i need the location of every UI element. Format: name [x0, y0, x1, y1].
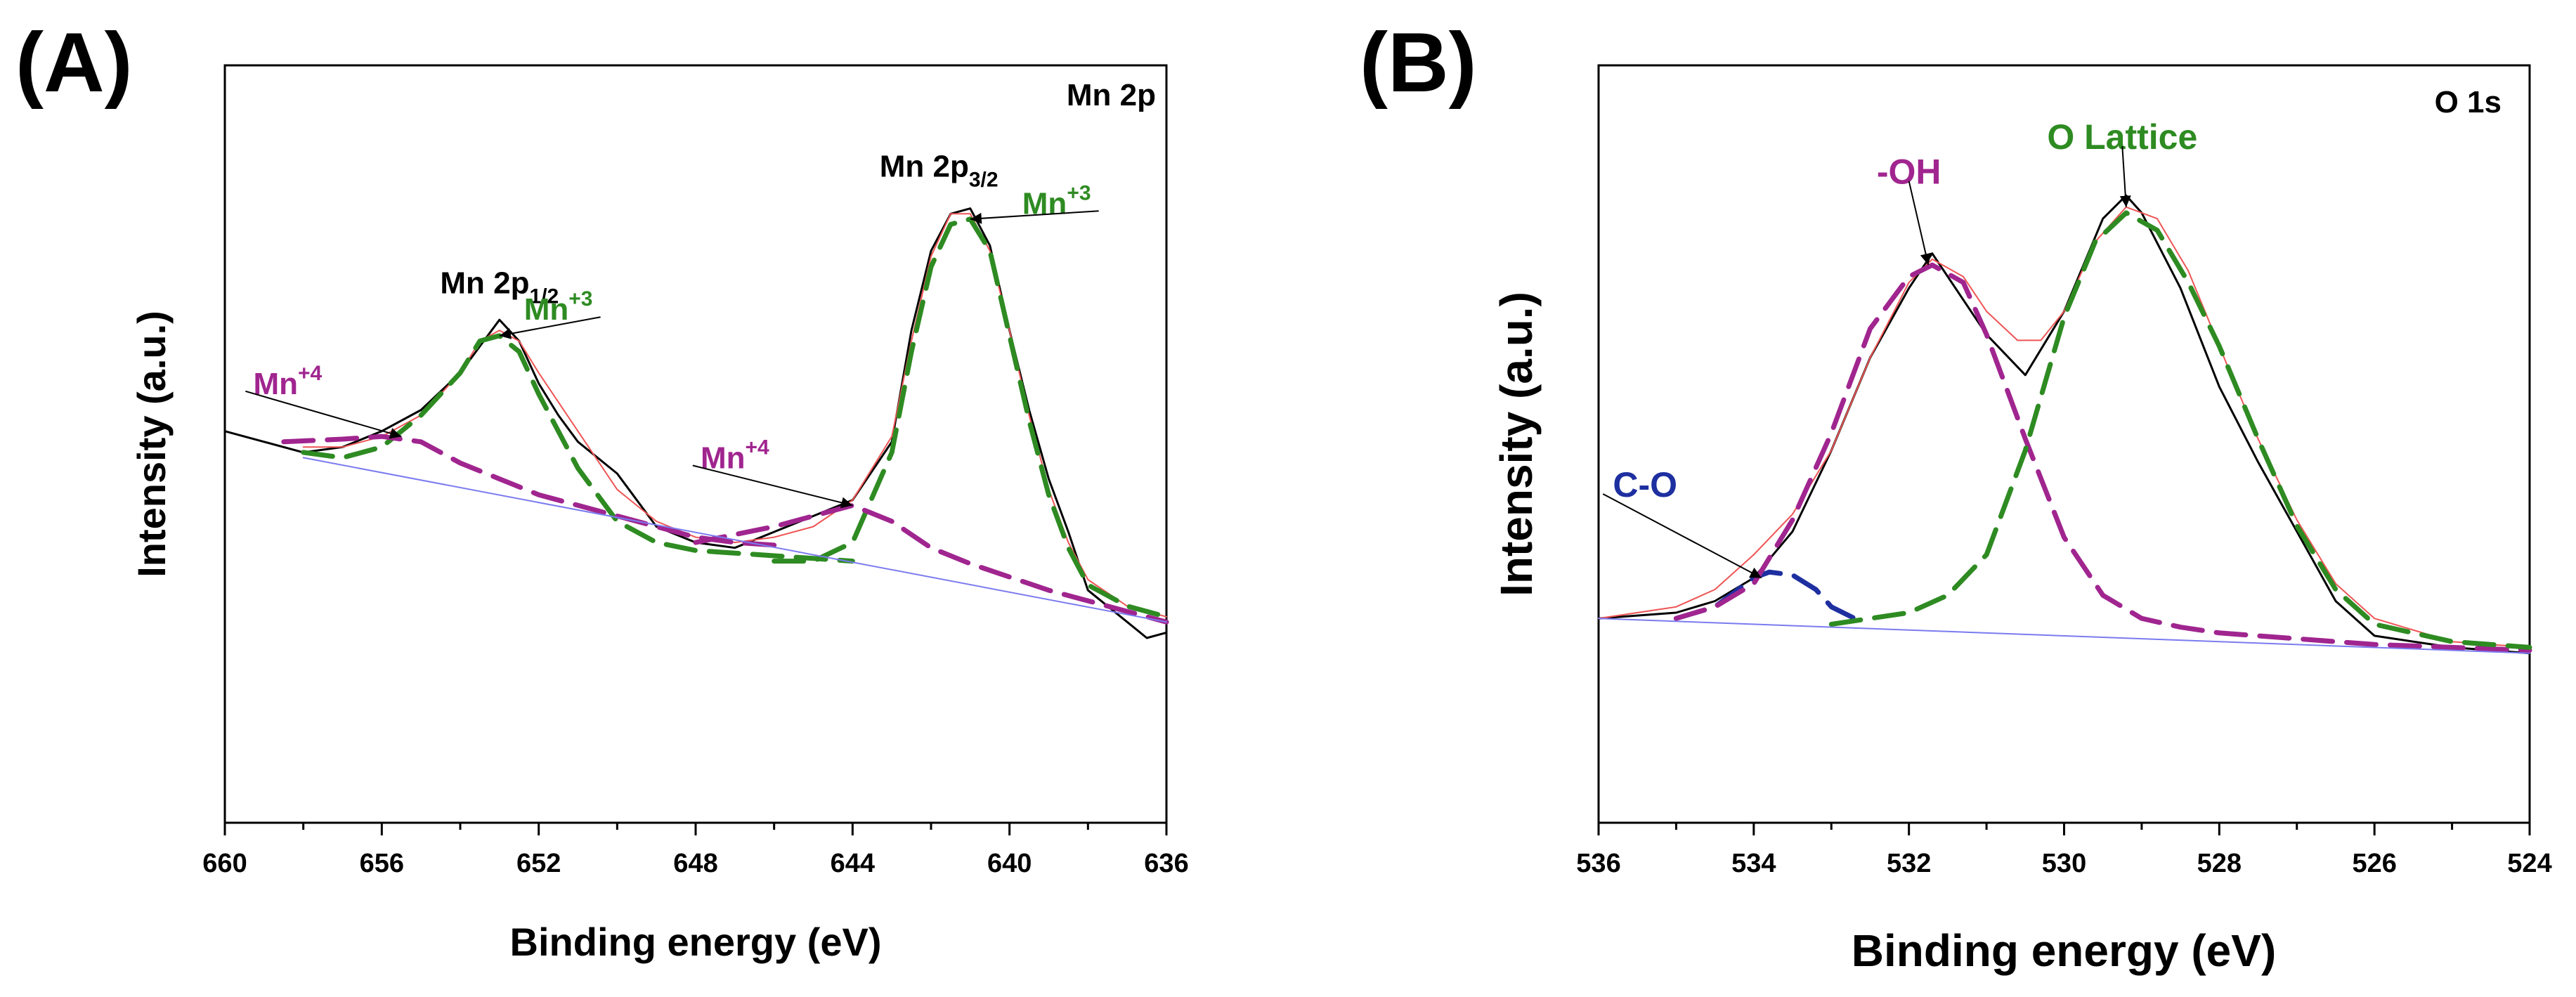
x-tick-label: 656 — [360, 849, 404, 878]
panel-a-annotations: Mn 2p1/2Mn 2p3/2Mn+3Mn+3Mn+4Mn+4 — [245, 149, 1099, 509]
annotation-arrowhead — [1920, 252, 1932, 266]
series-o-lattice-line — [1828, 210, 2532, 650]
annotation-oh: -OH — [1877, 152, 1941, 192]
panel-b-series-layer — [1597, 194, 2532, 655]
x-tick-label: 530 — [2042, 849, 2086, 878]
annotation-arrow — [970, 210, 1099, 220]
x-tick-label: 524 — [2507, 849, 2551, 878]
x-tick-label: 528 — [2197, 849, 2242, 878]
panel-b-x-axis-title: Binding energy (eV) — [1852, 925, 2277, 976]
series-baseline-line — [1598, 618, 2530, 654]
series-mn-4-2p3-2-line — [693, 502, 1169, 625]
series-envelope-fit-line — [302, 213, 1167, 618]
series-mn-3-2p1-2-line — [301, 333, 855, 564]
annotation-arrowhead — [2119, 195, 2131, 207]
panel-b-corner-label: O 1s — [2435, 85, 2502, 119]
x-tick-label: 636 — [1144, 849, 1188, 878]
series-oh-line — [1673, 262, 2532, 653]
panel-a-series-layer — [223, 207, 1169, 639]
panel-a-x-axis-title: Binding energy (eV) — [510, 920, 882, 964]
x-tick-label: 536 — [1576, 849, 1620, 878]
x-tick-label: 640 — [987, 849, 1032, 878]
panel-b-o1s: (B) 536 534 532 530 528 526 524 -OHO LatticeC-… — [1360, 15, 2552, 976]
annotation-mn-4: Mn+4 — [253, 362, 322, 401]
panel-a-y-axis-title: Intensity (a.u.) — [129, 311, 174, 578]
panel-b-y-axis-title: Intensity (a.u.) — [1491, 292, 1542, 597]
panel-a-corner-label: Mn 2p — [1067, 78, 1156, 112]
panel-a-plot-frame — [223, 64, 1168, 824]
annotation-mn-2p3-2: Mn 2p3/2 — [880, 149, 998, 191]
panel-b-plot-frame — [1597, 64, 2531, 824]
annotation-arrow — [499, 316, 601, 337]
panel-a-label: (A) — [15, 15, 133, 110]
annotation-arrow — [245, 390, 402, 438]
annotation-arrow — [1908, 181, 1930, 266]
annotation-mn-3: Mn+3 — [524, 287, 593, 327]
annotation-arrowhead — [499, 328, 512, 339]
panel-a-mn2p: (A) 660 656 652 648 644 640 636 Mn 2p1/2Mn 2p3… — [15, 15, 1189, 964]
x-tick-label: 652 — [516, 849, 561, 878]
series-mn-3-2p3-2-line — [772, 216, 1169, 620]
panel-b-label: (B) — [1360, 15, 1477, 110]
annotation-c-o: C-O — [1613, 465, 1677, 504]
annotation-arrowhead — [389, 428, 402, 439]
x-tick-label: 532 — [1887, 849, 1931, 878]
series-envelope-fit-line — [1598, 206, 2530, 649]
annotation-arrowhead — [840, 497, 853, 509]
series-baseline-line — [302, 457, 1167, 623]
x-tick-label: 644 — [831, 849, 875, 878]
x-tick-label: 648 — [673, 849, 717, 878]
x-tick-label: 526 — [2352, 849, 2396, 878]
annotation-arrowhead — [1748, 567, 1762, 578]
series-raw-data-line — [223, 207, 1168, 639]
annotation-arrowhead — [970, 212, 982, 224]
series-raw-data-line — [1597, 194, 2531, 655]
annotation-arrow — [692, 464, 853, 507]
series-mn-4-2p1-2-line — [281, 434, 777, 548]
annotation-arrow — [1602, 493, 1762, 579]
x-tick-label: 660 — [202, 849, 247, 878]
x-tick-label: 534 — [1731, 849, 1776, 878]
panel-a-x-ticks: 660 656 652 648 644 640 636 — [202, 823, 1189, 878]
panel-b-x-ticks: 536 534 532 530 528 526 524 — [1576, 823, 2552, 878]
